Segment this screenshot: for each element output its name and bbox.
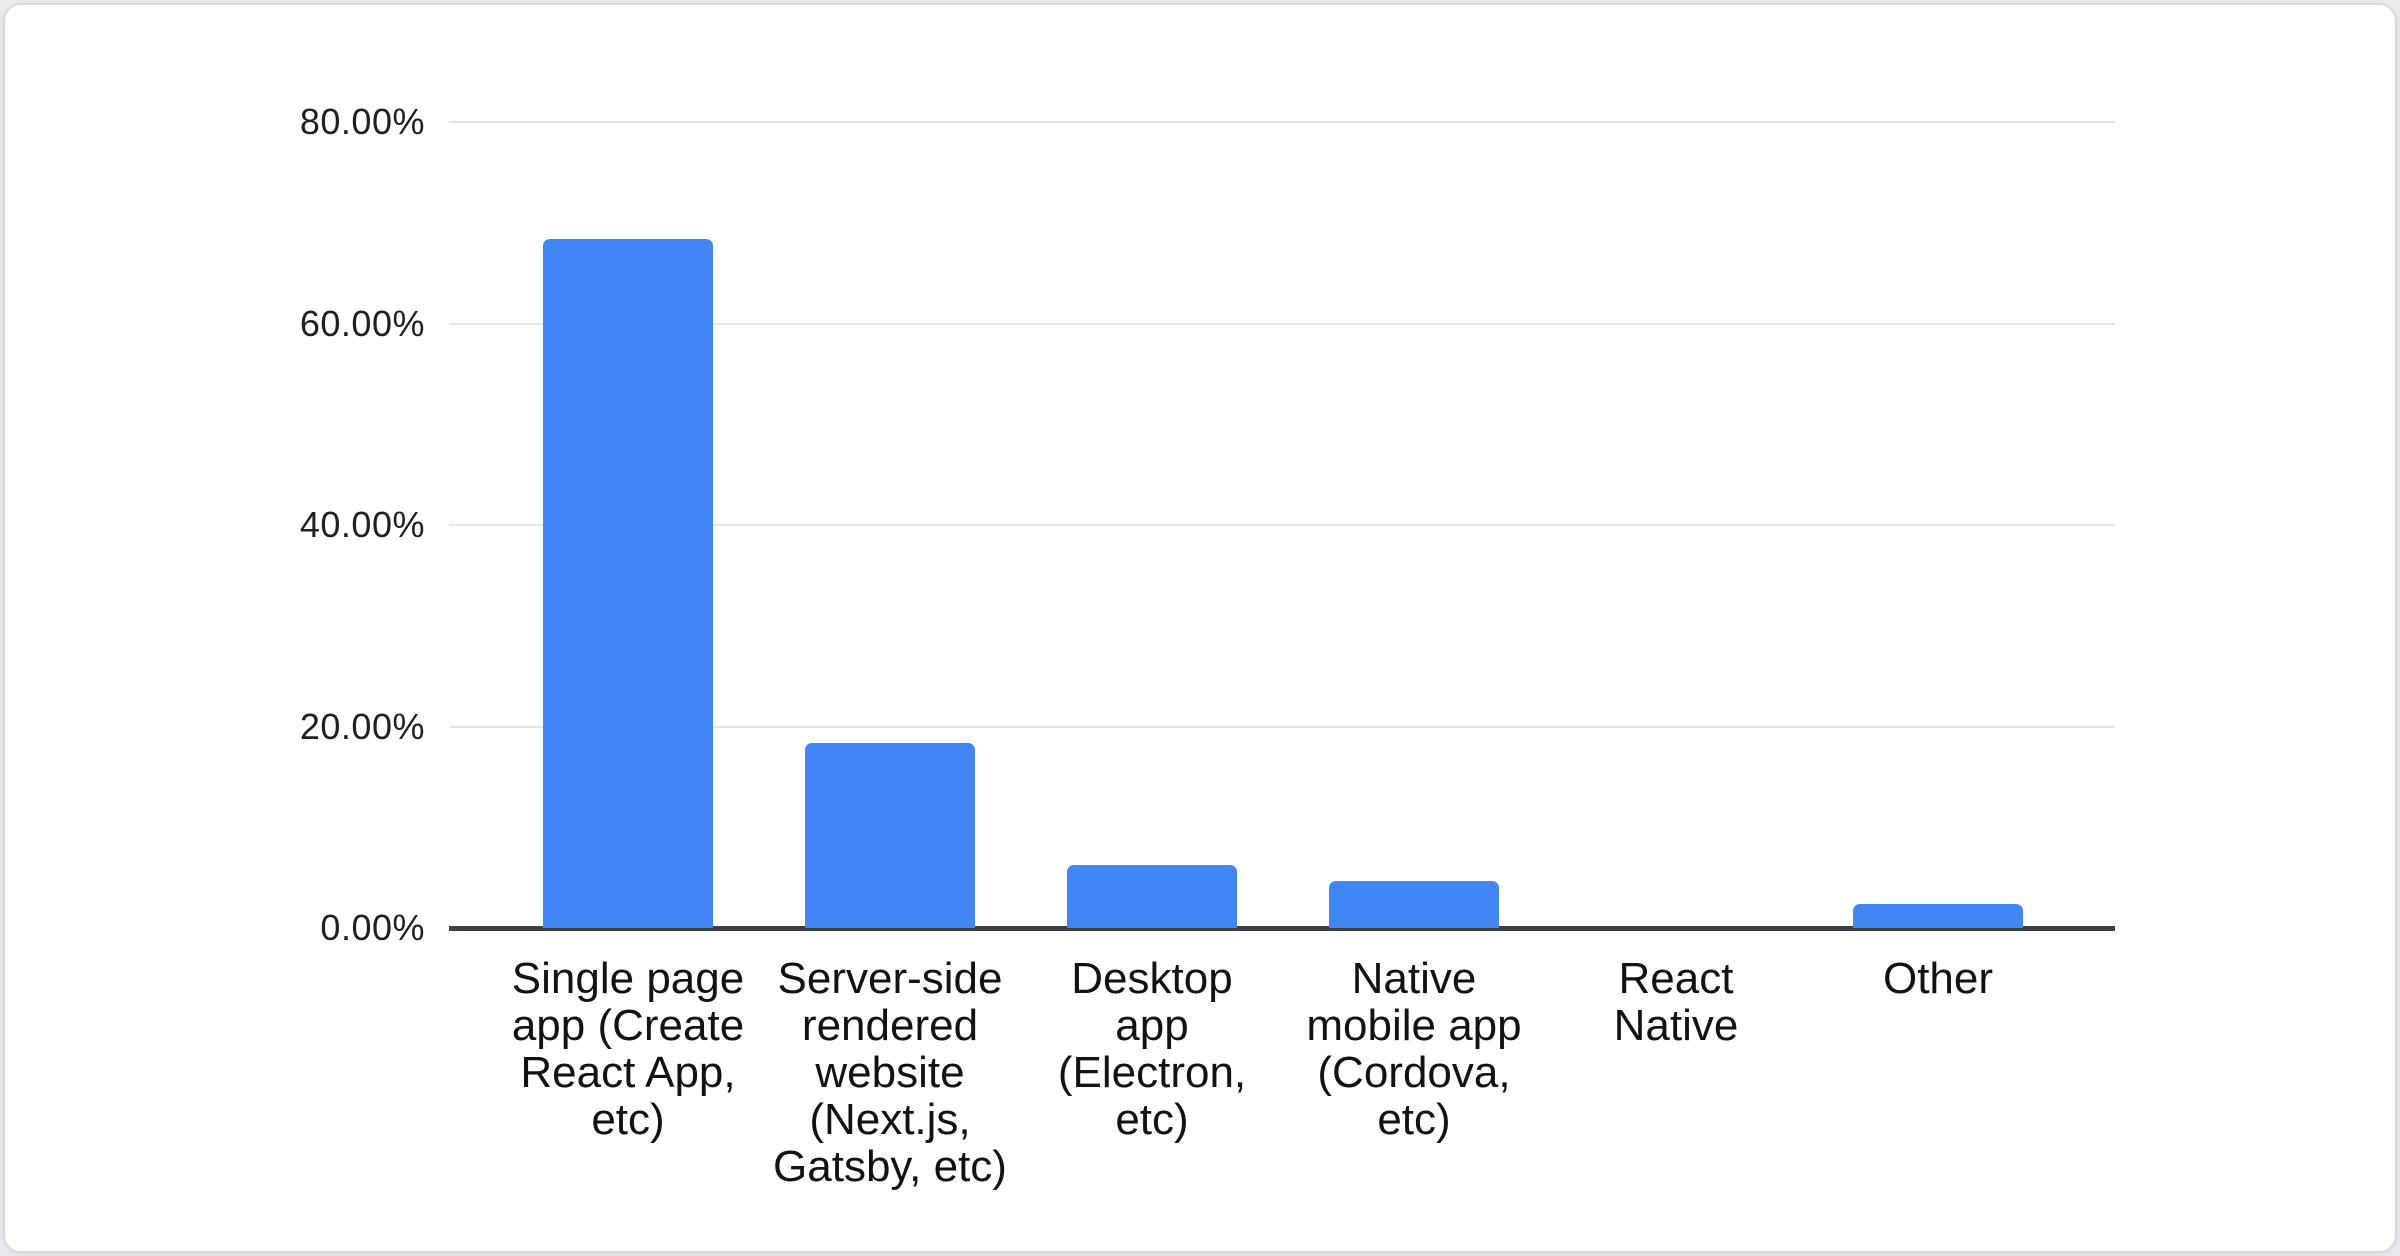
bar-2[interactable]: [805, 742, 975, 928]
y-tick-label: 80.00%: [299, 101, 425, 142]
bar-4[interactable]: [1329, 880, 1499, 928]
bar-chart: 0.00% 20.00% 40.00% 60.00% 80.00% Single pag…: [5, 5, 2395, 1251]
bar-3[interactable]: [1067, 864, 1237, 928]
bar-1[interactable]: [543, 238, 713, 928]
bar-6[interactable]: [1853, 903, 2023, 928]
x-category-label: React Native: [1613, 954, 1739, 1050]
x-category-label: Desktop app (Electron, etc): [1057, 954, 1247, 1144]
x-category-label: Native mobile app (Cordova, etc): [1306, 954, 1522, 1144]
chart-card: 0.00% 20.00% 40.00% 60.00% 80.00% Single pag…: [3, 3, 2397, 1253]
gridline: [449, 725, 2115, 728]
gridline: [449, 121, 2115, 123]
x-category-label: Single page app (Create React App, etc): [511, 954, 745, 1144]
x-category-label: Server-side rendered website (Next.js, G…: [773, 954, 1007, 1191]
gridline: [449, 322, 2115, 325]
y-tick-label: 40.00%: [299, 504, 425, 545]
y-tick-label: 60.00%: [299, 302, 425, 344]
x-category-label: Other: [1882, 954, 1994, 1003]
y-tick-label: 20.00%: [299, 705, 425, 747]
gridline: [449, 524, 2115, 526]
y-tick-label: 0.00%: [320, 907, 425, 948]
x-axis-line: [449, 926, 2115, 931]
